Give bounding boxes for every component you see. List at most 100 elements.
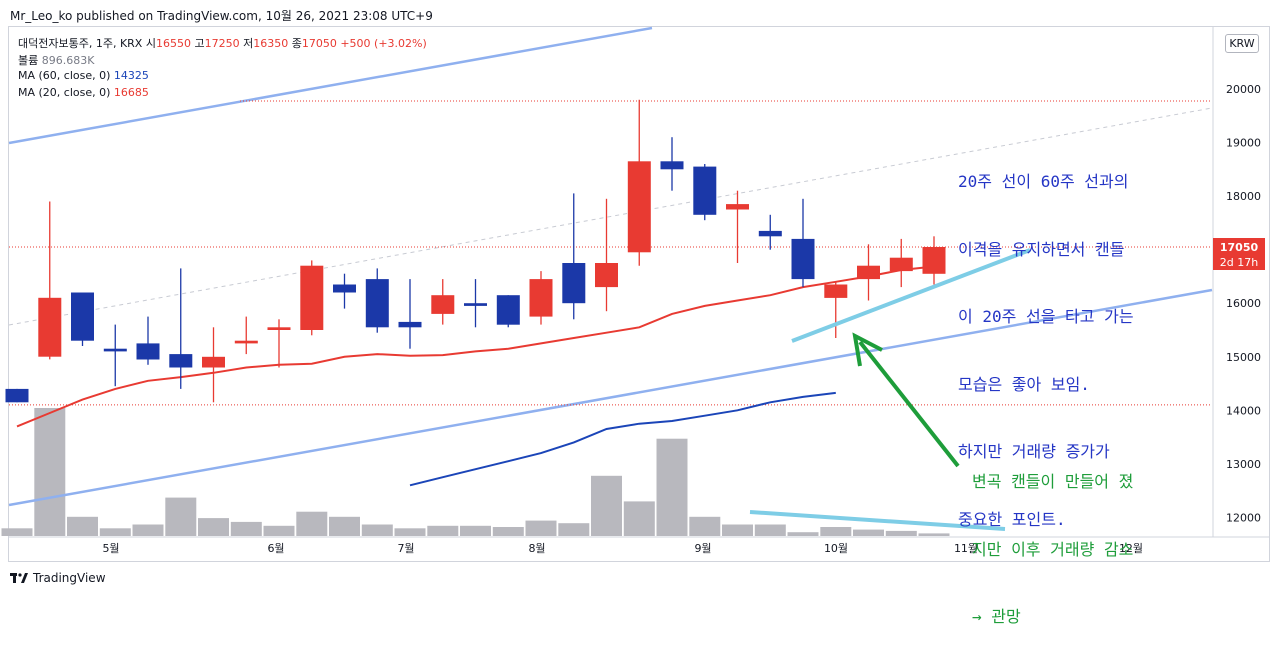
volume-label: 볼륨	[18, 54, 39, 67]
volume-bar	[132, 524, 164, 536]
candle-body	[71, 292, 94, 341]
price-tick-label: 15000	[1226, 351, 1261, 364]
price-tick-label: 13000	[1226, 458, 1261, 471]
time-tick-label: 10월	[824, 542, 848, 555]
volume-decline-line	[749, 510, 1006, 531]
candle-body	[136, 343, 160, 360]
symbol-legend[interactable]: 대덕전자보통주, 1주, KRX 시16550 고17250 저16350 종1…	[18, 35, 427, 51]
price-tick-label: 16000	[1226, 297, 1261, 310]
volume-bar	[296, 511, 328, 536]
note-line: 변곡 캔들이 만들어 졌	[972, 472, 1134, 491]
footer-branding[interactable]: TradingView	[10, 571, 106, 585]
bar-countdown: 2d 17h	[1219, 256, 1259, 269]
candle-body	[398, 321, 422, 328]
time-tick-label: 12월	[1119, 542, 1143, 555]
candle-body	[693, 166, 717, 215]
volume-bar	[165, 497, 197, 536]
blue-annotation-note[interactable]: 20주 선이 60주 선과의 이격을 유지하면서 캔들 이 20주 선을 타고 …	[958, 126, 1134, 554]
high-value: 17250	[204, 37, 240, 50]
volume-legend[interactable]: 볼륨 896.683K	[18, 52, 94, 68]
support-trend-line	[791, 248, 1031, 343]
price-tick-label: 18000	[1226, 190, 1261, 203]
volume-bar	[99, 528, 131, 536]
ma60-legend[interactable]: MA (60, close, 0) 14325	[18, 69, 149, 82]
close-value: 17050	[301, 37, 337, 50]
note-line: 모습은 좋아 보임.	[958, 374, 1090, 394]
candle-body	[365, 279, 389, 328]
volume-bar	[361, 524, 393, 536]
ma60-label: MA (60, close, 0)	[18, 69, 111, 82]
time-axis[interactable]: 5월 6월 7월 8월 9월 10월 11월 12월	[102, 542, 1143, 555]
volume-bar	[689, 516, 721, 536]
candle-body	[791, 238, 815, 280]
annotation-drawings	[749, 248, 1031, 531]
volume-bar	[591, 475, 622, 536]
symbol-name: 대덕전자보통주, 1주, KRX	[18, 37, 143, 50]
volume-bar	[525, 520, 557, 536]
ma20-legend[interactable]: MA (20, close, 0) 16685	[18, 86, 149, 99]
candle-body	[857, 265, 880, 280]
price-tick-label: 20000	[1226, 83, 1261, 96]
volume-bar	[34, 408, 66, 536]
volume-bars	[1, 408, 950, 536]
candle-body	[169, 354, 193, 368]
volume-bar	[198, 518, 229, 536]
price-tick-label: 19000	[1226, 137, 1261, 150]
price-tick-label: 14000	[1226, 404, 1261, 417]
change-value: +500 (+3.02%)	[340, 37, 427, 50]
candle-body	[234, 340, 258, 344]
trend-channel-lines	[8, 26, 1213, 507]
time-tick-label: 11월	[954, 542, 978, 555]
volume-bar	[722, 524, 753, 536]
candle-body	[103, 348, 127, 352]
chart-frame	[8, 26, 1270, 562]
volume-bar	[67, 516, 98, 536]
volume-bar	[820, 527, 852, 536]
volume-bar	[492, 527, 524, 536]
channel-midline	[8, 107, 1213, 326]
volume-value: 896.683K	[41, 54, 95, 67]
note-line: 20주 선이 60주 선과의	[958, 172, 1129, 191]
candle-body	[333, 284, 356, 293]
candle-body	[202, 356, 225, 368]
volume-bar	[787, 532, 819, 536]
ma20-line	[16, 265, 935, 428]
candle-body	[431, 295, 455, 314]
currency-badge[interactable]: KRW	[1225, 34, 1259, 53]
candle-body	[529, 279, 553, 317]
note-line: 이 20주 선을 타고 가는	[958, 307, 1134, 326]
candle-body	[300, 265, 324, 330]
volume-bar	[394, 528, 426, 536]
volume-bar	[1, 528, 33, 536]
open-label: 시	[145, 37, 156, 50]
time-tick-label: 9월	[694, 542, 711, 555]
time-tick-label: 6월	[267, 542, 284, 555]
candle-body	[38, 297, 62, 357]
ma20-label: MA (20, close, 0)	[18, 86, 111, 99]
candle-body	[5, 388, 29, 403]
published-by-line: Mr_Leo_ko published on TradingView.com, …	[10, 9, 433, 23]
candle-body	[496, 295, 520, 325]
price-chart[interactable]: 1200013000140001500016000170001800019000…	[0, 0, 1280, 598]
candle-body	[595, 263, 618, 288]
ma60-value: 14325	[113, 69, 149, 82]
volume-bar	[427, 525, 459, 536]
volume-bar	[623, 501, 655, 536]
volume-bar	[656, 438, 688, 536]
note-line: → 관망	[972, 607, 1021, 626]
ma20-value: 16685	[113, 86, 149, 99]
note-line: 지만 이후 거래량 감소	[972, 539, 1134, 559]
volume-bar	[853, 529, 884, 536]
volume-bar	[885, 530, 917, 536]
ma60-line	[409, 391, 836, 487]
candle-body	[726, 204, 749, 210]
volume-bar	[918, 533, 950, 536]
time-tick-label: 5월	[102, 542, 119, 555]
note-line: 중요한 포인트.	[958, 509, 1066, 529]
price-axis[interactable]: 1200013000140001500016000170001800019000…	[1226, 83, 1261, 524]
candle-body	[889, 257, 913, 272]
volume-bar	[263, 525, 295, 536]
last-price: 17050	[1219, 241, 1259, 254]
channel-upper-line	[8, 26, 653, 145]
green-annotation-note[interactable]: 변곡 캔들이 만들어 졌 지만 이후 거래량 감소 → 관망	[972, 426, 1133, 651]
